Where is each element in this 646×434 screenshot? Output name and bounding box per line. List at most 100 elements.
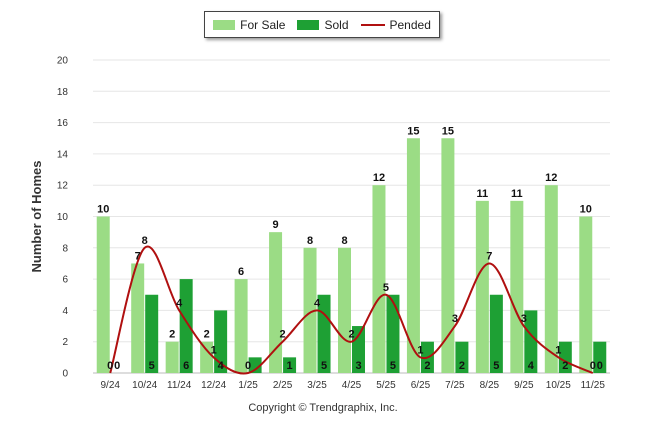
data-label-pended: 3	[521, 313, 527, 325]
x-tick-label: 11/25	[581, 380, 606, 391]
x-tick-label: 2/25	[273, 380, 293, 391]
data-label-for-sale: 9	[273, 219, 279, 231]
data-label-for-sale: 11	[511, 188, 523, 200]
data-label-sold: 0	[597, 360, 603, 372]
data-label-pended: 1	[211, 344, 217, 356]
data-label-pended: 4	[176, 297, 183, 309]
data-label-pended: 1	[555, 344, 561, 356]
x-tick-label: 7/25	[445, 380, 465, 391]
data-label-sold: 5	[493, 360, 499, 372]
legend-item-sold: Sold	[297, 17, 349, 32]
y-tick-label: 0	[62, 369, 68, 380]
x-tick-label: 3/25	[307, 380, 327, 391]
x-tick-label: 6/25	[411, 380, 431, 391]
y-tick-label: 18	[57, 87, 69, 98]
legend-swatch-for-sale	[213, 19, 236, 30]
x-tick-label: 12/24	[201, 380, 226, 391]
data-label-for-sale: 11	[477, 188, 489, 200]
bar-sold	[386, 294, 400, 373]
data-label-pended: 0	[590, 360, 596, 372]
data-label-for-sale: 15	[442, 125, 454, 137]
data-label-sold: 5	[149, 360, 155, 372]
data-label-sold: 1	[287, 360, 293, 372]
bar-for-sale	[234, 279, 248, 373]
legend-swatch-sold	[297, 19, 320, 30]
data-label-sold: 2	[459, 360, 465, 372]
bar-for-sale	[96, 216, 110, 373]
line-pended	[109, 245, 594, 375]
bar-for-sale	[165, 341, 179, 373]
data-label-sold: 6	[183, 360, 189, 372]
data-label-pended: 0	[107, 360, 113, 372]
bar-sold	[317, 294, 331, 373]
y-tick-label: 20	[57, 56, 69, 67]
bar-sold	[455, 341, 469, 373]
x-tick-label: 8/25	[480, 380, 500, 391]
bar-sold	[593, 341, 607, 373]
bar-sold	[248, 357, 262, 373]
y-axis-label: Number of Homes	[29, 161, 44, 273]
legend-swatch-pended	[360, 23, 385, 26]
bar-for-sale	[544, 185, 558, 373]
bar-for-sale	[441, 138, 455, 373]
bar-for-sale	[579, 216, 593, 373]
data-label-sold: 5	[321, 360, 327, 372]
legend-label-pended: Pended	[389, 17, 431, 32]
x-tick-label: 1/25	[238, 380, 258, 391]
data-label-sold: 2	[424, 360, 430, 372]
x-tick-label: 10/24	[132, 380, 157, 391]
data-label-pended: 3	[452, 313, 458, 325]
x-tick-label: 9/25	[514, 380, 534, 391]
y-tick-label: 6	[62, 275, 68, 286]
data-label-sold: 3	[355, 360, 361, 372]
bar-for-sale	[131, 263, 145, 373]
x-tick-label: 9/24	[100, 380, 120, 391]
data-label-pended: 5	[383, 282, 389, 294]
x-tick-label: 10/25	[546, 380, 571, 391]
bar-sold	[558, 341, 572, 373]
data-label-sold: 4	[528, 360, 535, 372]
data-label-for-sale: 15	[407, 125, 419, 137]
data-label-pended: 0	[245, 360, 251, 372]
bar-sold	[283, 357, 297, 373]
bar-sold	[179, 279, 193, 373]
y-tick-label: 2	[62, 337, 68, 348]
bar-for-sale	[475, 200, 489, 373]
legend: For Sale Sold Pended	[204, 11, 440, 38]
y-tick-label: 4	[62, 306, 68, 317]
data-label-for-sale: 8	[341, 235, 347, 247]
bar-for-sale	[303, 247, 317, 373]
data-label-pended: 1	[417, 344, 423, 356]
data-label-for-sale: 2	[204, 329, 210, 341]
bar-sold	[214, 310, 228, 373]
legend-item-for-sale: For Sale	[213, 18, 285, 32]
bar-sold	[524, 310, 538, 373]
bar-for-sale	[200, 341, 214, 373]
bar-for-sale	[510, 200, 524, 373]
data-label-pended: 8	[142, 235, 148, 247]
data-label-for-sale: 8	[307, 235, 313, 247]
data-label-pended: 4	[314, 297, 321, 309]
bar-for-sale	[406, 138, 420, 373]
data-label-pended: 7	[486, 250, 492, 262]
y-tick-label: 8	[62, 243, 68, 254]
x-tick-label: 4/25	[342, 380, 362, 391]
data-label-sold: 5	[390, 360, 396, 372]
data-label-sold: 0	[114, 360, 120, 372]
data-label-sold: 2	[562, 360, 568, 372]
x-tick-label: 5/25	[376, 380, 396, 391]
data-label-sold: 4	[218, 360, 225, 372]
y-tick-label: 10	[57, 212, 69, 223]
data-label-for-sale: 12	[545, 172, 557, 184]
y-tick-label: 12	[57, 181, 69, 192]
bar-sold	[145, 294, 159, 373]
y-tick-label: 16	[57, 118, 69, 129]
legend-label-for-sale: For Sale	[240, 17, 286, 32]
x-tick-label: 11/24	[167, 380, 192, 391]
data-label-for-sale: 10	[97, 204, 109, 216]
legend-label-sold: Sold	[324, 17, 349, 32]
bar-sold	[489, 294, 503, 373]
bar-sold	[352, 326, 365, 373]
data-label-pended: 2	[348, 329, 354, 341]
